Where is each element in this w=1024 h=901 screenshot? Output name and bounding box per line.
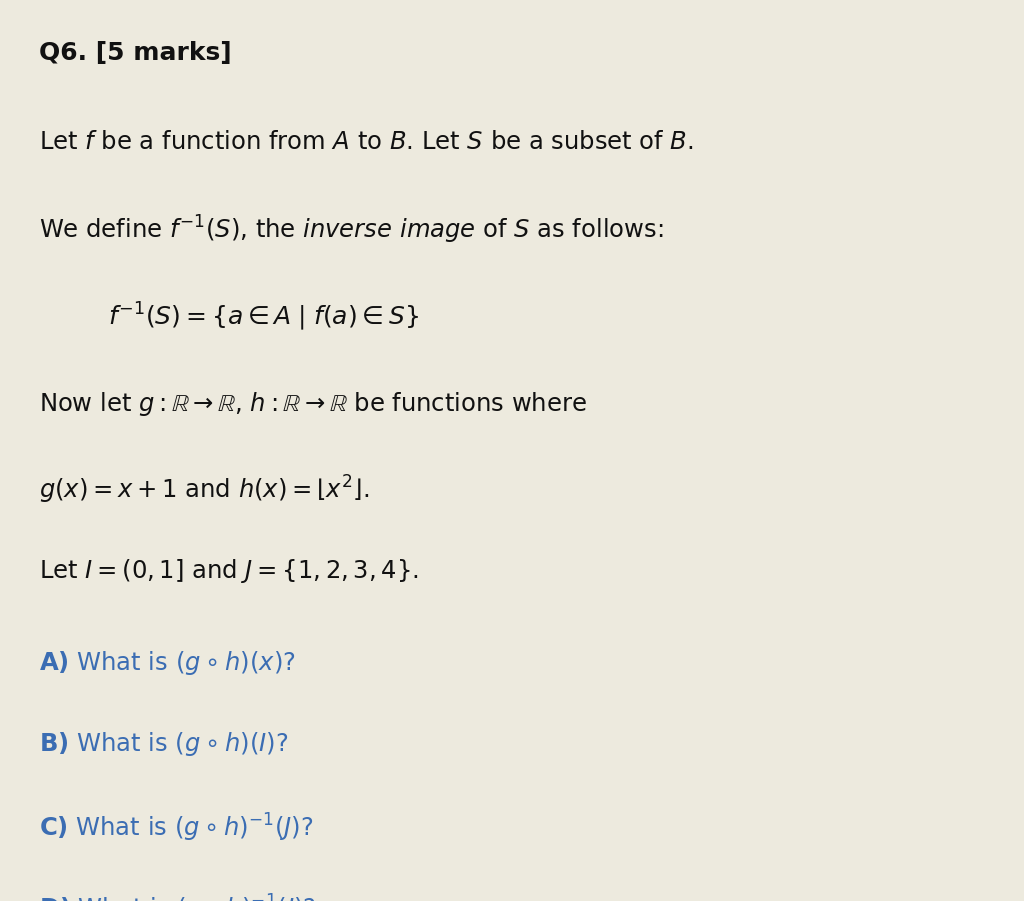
Text: Let $I = (0, 1]$ and $J = \{1, 2, 3, 4\}$.: Let $I = (0, 1]$ and $J = \{1, 2, 3, 4\}… [39, 557, 419, 586]
Text: $\mathbf{C)}$ What is $(g \circ h)^{-1}(J)$?: $\mathbf{C)}$ What is $(g \circ h)^{-1}(… [39, 812, 313, 843]
Text: Let $f$ be a function from $A$ to $B$. Let $S$ be a subset of $B$.: Let $f$ be a function from $A$ to $B$. L… [39, 130, 693, 154]
Text: We define $f^{-1}(S)$, the $\mathit{inverse\ image}$ of $S$ as follows:: We define $f^{-1}(S)$, the $\mathit{inve… [39, 214, 664, 246]
Text: Now let $g : \mathbb{R} \rightarrow \mathbb{R}$, $h : \mathbb{R} \rightarrow \ma: Now let $g : \mathbb{R} \rightarrow \mat… [39, 390, 587, 418]
Text: Q6. [5 marks]: Q6. [5 marks] [39, 41, 231, 65]
Text: $\mathbf{A)}$ What is $(g \circ h)(x)$?: $\mathbf{A)}$ What is $(g \circ h)(x)$? [39, 650, 296, 678]
Text: $f^{-1}(S) = \{a \in A \mid f(a) \in S\}$: $f^{-1}(S) = \{a \in A \mid f(a) \in S\}… [108, 300, 419, 332]
Text: $g(x) = x + 1$ and $h(x) = \lfloor x^2 \rfloor$.: $g(x) = x + 1$ and $h(x) = \lfloor x^2 \… [39, 474, 370, 505]
Text: $\mathbf{D)}$ What is $(g \circ h)^{-1}(I)$?: $\mathbf{D)}$ What is $(g \circ h)^{-1}(… [39, 892, 315, 901]
Text: $\mathbf{B)}$ What is $(g \circ h)(I)$?: $\mathbf{B)}$ What is $(g \circ h)(I)$? [39, 731, 288, 759]
